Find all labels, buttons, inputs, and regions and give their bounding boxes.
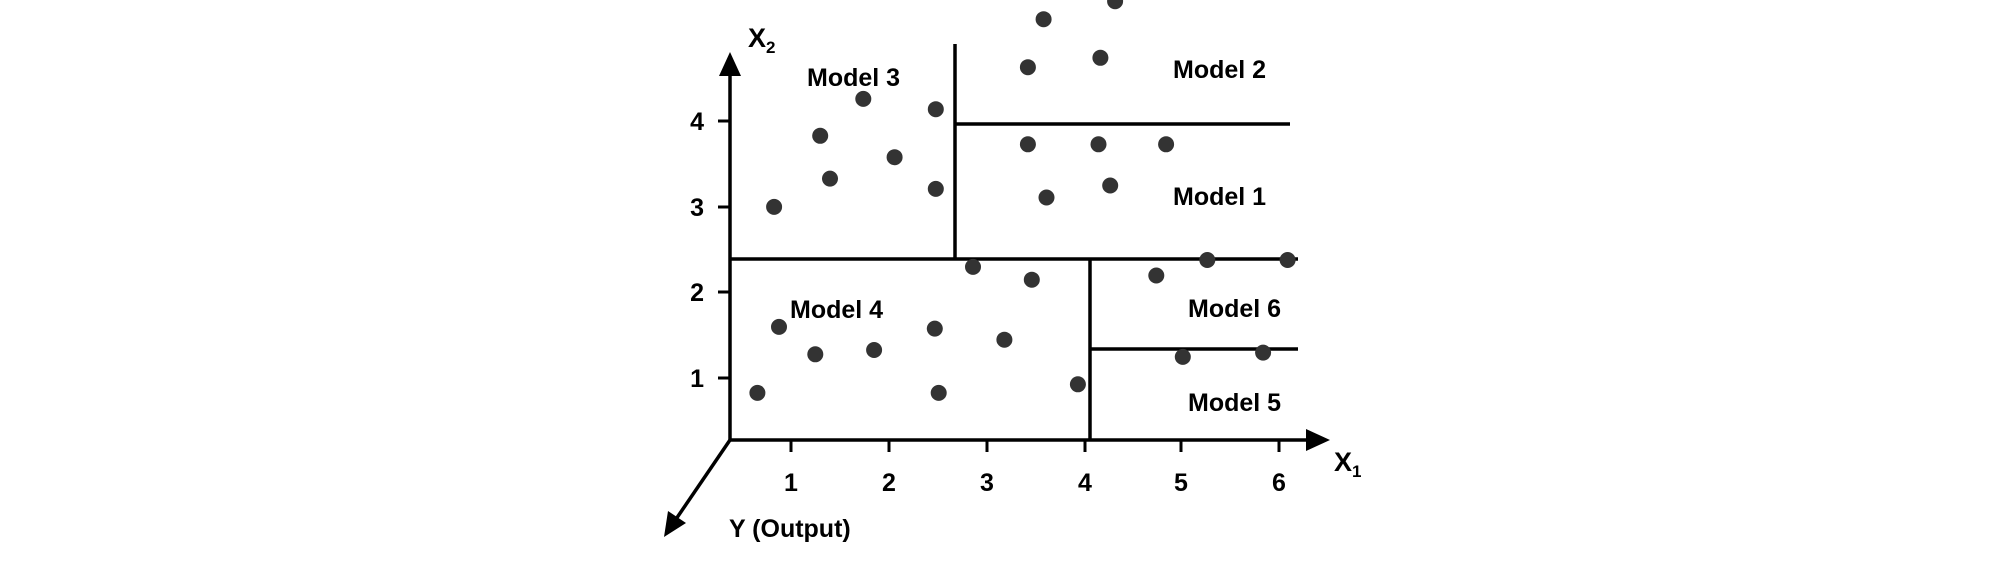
region-label-model-2: Model 2 bbox=[1173, 56, 1266, 84]
data-point bbox=[1035, 11, 1052, 28]
data-point bbox=[1255, 344, 1272, 361]
data-point bbox=[766, 198, 783, 215]
x1-tick-label: 6 bbox=[1272, 469, 1286, 497]
x2-tick-label: 3 bbox=[690, 194, 704, 222]
data-point bbox=[886, 149, 903, 166]
data-point bbox=[812, 127, 829, 144]
data-point bbox=[1023, 271, 1040, 288]
x1-tick-label: 3 bbox=[980, 469, 994, 497]
x1-tick-label: 1 bbox=[784, 469, 798, 497]
data-point bbox=[866, 342, 883, 358]
region-label-model-5: Model 5 bbox=[1188, 389, 1281, 417]
x1-axis-label-main: X bbox=[1334, 447, 1352, 477]
data-point bbox=[1038, 189, 1055, 206]
y-output-axis-label: Y (Output) bbox=[729, 515, 851, 543]
data-point bbox=[1158, 136, 1175, 153]
data-point bbox=[1069, 376, 1086, 393]
region-label-model-1: Model 1 bbox=[1173, 183, 1266, 211]
data-point bbox=[1107, 0, 1124, 10]
x2-axis-label-main: X bbox=[748, 23, 766, 53]
data-point bbox=[1092, 49, 1109, 66]
data-point bbox=[1148, 267, 1165, 284]
data-point bbox=[1090, 136, 1107, 153]
data-points bbox=[749, 0, 1296, 401]
data-point bbox=[1102, 177, 1119, 194]
data-point bbox=[749, 384, 766, 401]
data-point bbox=[996, 331, 1013, 348]
data-point bbox=[1279, 252, 1296, 268]
x1-axis-label-subscript: 1 bbox=[1352, 462, 1361, 481]
data-point bbox=[927, 180, 944, 197]
data-point bbox=[822, 170, 838, 187]
x1-ticks: 1 2 3 4 5 6 bbox=[784, 440, 1286, 497]
x2-tick-label: 1 bbox=[690, 365, 704, 393]
data-point bbox=[855, 90, 872, 107]
y-arrowhead bbox=[664, 511, 686, 537]
data-point bbox=[1019, 59, 1036, 76]
data-point bbox=[1199, 252, 1216, 268]
region-label-model-3: Model 3 bbox=[807, 64, 900, 92]
data-point bbox=[930, 384, 947, 401]
x1-tick-label: 4 bbox=[1078, 469, 1092, 497]
x2-axis-label: X2 bbox=[748, 23, 775, 57]
data-point bbox=[771, 318, 787, 335]
x1-arrowhead bbox=[1306, 429, 1330, 451]
x2-axis-label-subscript: 2 bbox=[766, 38, 775, 57]
data-point bbox=[927, 101, 944, 118]
x2-tick-label: 4 bbox=[690, 108, 704, 136]
data-point bbox=[1019, 136, 1036, 153]
data-point bbox=[965, 258, 981, 275]
data-point bbox=[807, 346, 824, 363]
x1-tick-label: 5 bbox=[1174, 469, 1188, 497]
region-boundaries bbox=[730, 44, 1298, 440]
x1-axis-label: X1 bbox=[1334, 447, 1361, 481]
x1-tick-label: 2 bbox=[882, 469, 896, 497]
region-label-model-4: Model 4 bbox=[790, 296, 883, 324]
data-point bbox=[926, 320, 943, 337]
data-point bbox=[1174, 348, 1191, 365]
x2-ticks: 1 2 3 4 bbox=[690, 108, 730, 393]
y-axis bbox=[670, 439, 732, 526]
region-label-model-6: Model 6 bbox=[1188, 295, 1281, 323]
x2-tick-label: 2 bbox=[690, 279, 704, 307]
x2-arrowhead bbox=[719, 52, 741, 76]
